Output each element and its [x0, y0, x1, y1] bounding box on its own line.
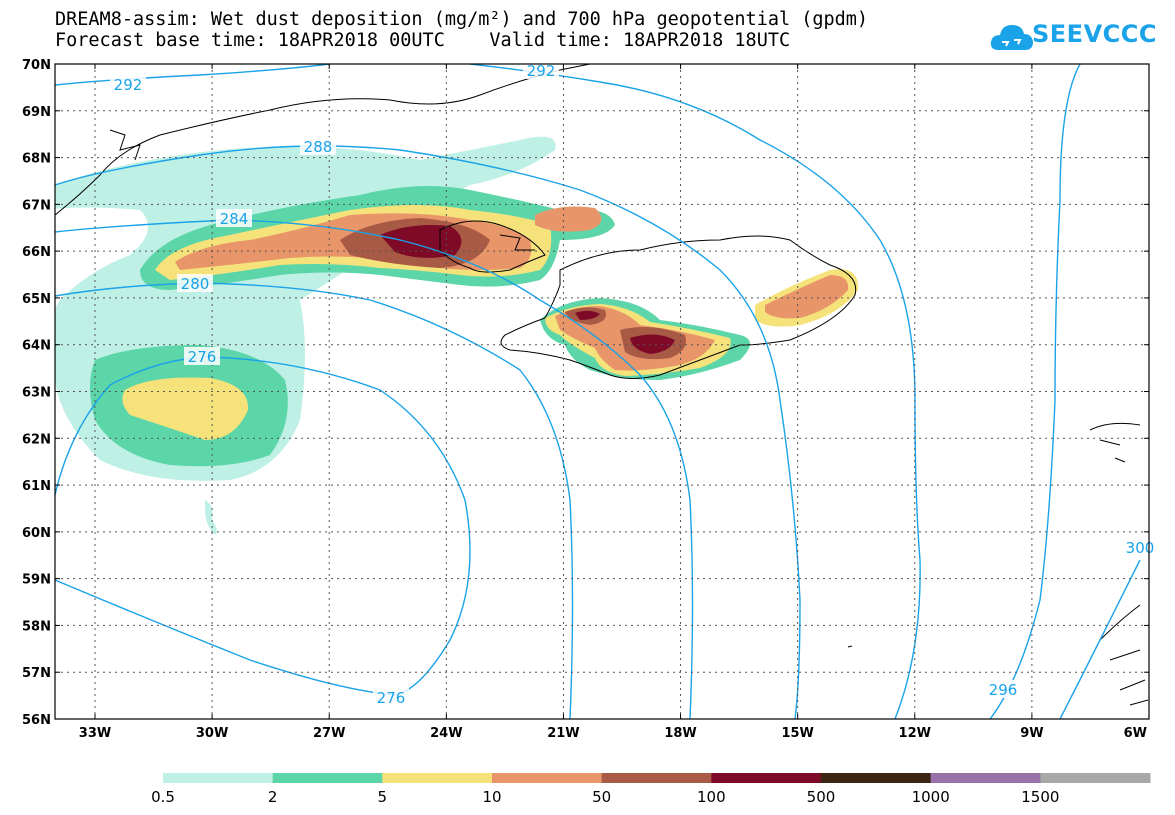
contour-label-bg	[177, 274, 213, 292]
lon-label: 30W	[196, 726, 228, 741]
dust-deposition-field	[55, 136, 859, 535]
contour-label-bg	[216, 209, 252, 227]
latitude-labels: 70N 69N 68N 67N 66N 65N 64N 63N 62N 61N 60N 59N 58N 5…	[22, 58, 51, 728]
map-title-line2: Forecast base time: 18APR2018 00UTC Vali…	[55, 30, 791, 51]
contour-label-bg	[373, 688, 409, 706]
contour-label-bg	[300, 137, 336, 155]
contour-label: 284	[220, 210, 249, 228]
lon-label: 24W	[430, 726, 462, 741]
contour-label: 292	[114, 76, 143, 94]
lat-label: 59N	[22, 573, 51, 588]
colorbar	[163, 773, 1151, 783]
contour-label: 292	[527, 62, 556, 80]
contour-label-bg	[523, 61, 559, 79]
contour-label: 296	[989, 681, 1018, 699]
lat-label: 57N	[22, 666, 51, 681]
contour-label-bg	[110, 75, 146, 93]
lat-label: 63N	[22, 386, 51, 401]
lon-label: 27W	[313, 726, 345, 741]
lon-label: 15W	[781, 726, 813, 741]
map-title-line1: DREAM8-assim: Wet dust deposition (mg/m²…	[55, 9, 869, 30]
contour-label-bg	[184, 347, 220, 365]
colorbar-swatch	[601, 773, 712, 783]
colorbar-label: 50	[592, 788, 612, 806]
lat-label: 64N	[22, 339, 51, 354]
colorbar-label: 100	[697, 788, 726, 806]
colorbar-label: 5	[377, 788, 388, 806]
geopotential-contours	[55, 64, 1141, 719]
colorbar-swatch	[272, 773, 383, 783]
colorbar-swatch	[930, 773, 1041, 783]
colorbar-swatch	[492, 773, 603, 783]
lat-label: 62N	[22, 432, 51, 447]
lat-label: 69N	[22, 105, 51, 120]
colorbar-label: 10	[482, 788, 502, 806]
colorbar-label: 2	[267, 788, 278, 806]
lon-label: 12W	[899, 726, 931, 741]
lon-label: 33W	[79, 726, 111, 741]
colorbar-swatch	[1040, 773, 1151, 783]
colorbar-swatch	[711, 773, 822, 783]
contour-label: 276	[377, 689, 406, 707]
lat-label: 58N	[22, 619, 51, 634]
contour-label-bg	[985, 680, 1021, 698]
lat-label: 56N	[22, 713, 51, 728]
lon-label: 18W	[664, 726, 696, 741]
gridlines	[55, 64, 1149, 719]
contour-label: 300	[1126, 539, 1155, 557]
lon-label: 21W	[547, 726, 579, 741]
lat-label: 65N	[22, 292, 51, 307]
lon-label: 6W	[1124, 726, 1147, 741]
lat-label: 61N	[22, 479, 51, 494]
contour-label: 280	[181, 275, 210, 293]
contour-labels: 292 292 288 284 280 276 276 296 300	[110, 61, 1158, 707]
lat-label: 68N	[22, 152, 51, 167]
colorbar-swatch	[382, 773, 493, 783]
colorbar-label: 1000	[911, 788, 950, 806]
lat-label: 66N	[22, 245, 51, 260]
colorbar-swatch	[163, 773, 274, 783]
contour-label: 276	[188, 348, 217, 366]
logo-text: SEEVCCC	[1032, 20, 1157, 48]
seevccc-logo	[990, 18, 1140, 58]
colorbar-label: 1500	[1021, 788, 1060, 806]
lat-label: 70N	[22, 58, 51, 73]
cloud-icon	[990, 25, 1033, 50]
colorbar-label: 0.5	[151, 788, 175, 806]
lat-label: 67N	[22, 198, 51, 213]
colorbar-swatch	[821, 773, 932, 783]
contour-label: 288	[304, 138, 333, 156]
axis-ticks	[55, 63, 1150, 720]
lat-label: 60N	[22, 526, 51, 541]
colorbar-label: 500	[806, 788, 836, 806]
lon-label: 9W	[1020, 726, 1043, 741]
longitude-labels: 33W 30W 27W 24W 21W 18W 15W 12W 9W 6W	[79, 726, 1147, 741]
